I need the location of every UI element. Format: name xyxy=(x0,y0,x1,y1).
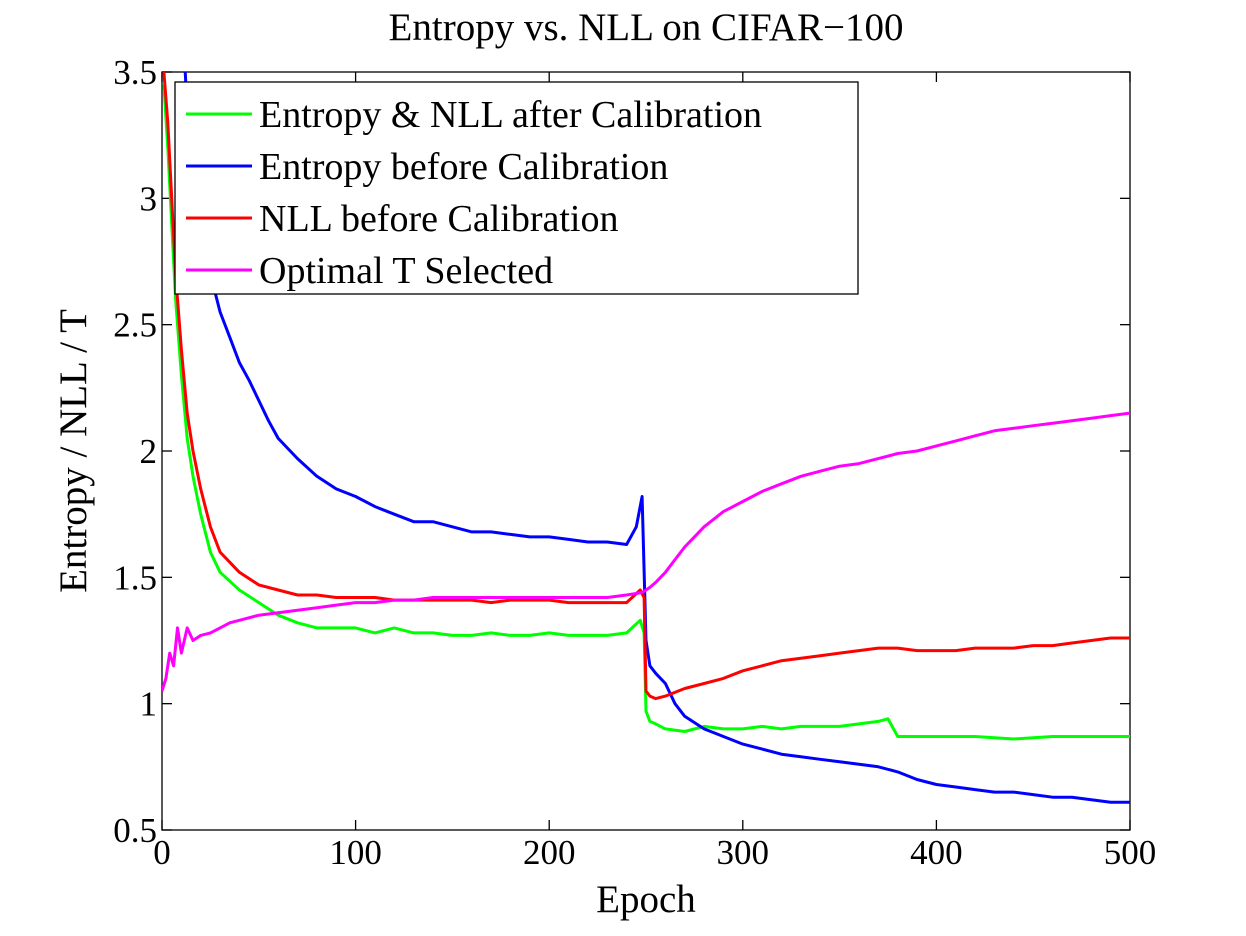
series-line-1 xyxy=(183,72,1130,804)
y-tick-label: 3.5 xyxy=(113,53,157,92)
x-tick-label: 0 xyxy=(153,833,171,872)
x-tick-label: 100 xyxy=(329,833,382,872)
y-tick-label: 2 xyxy=(140,432,158,471)
x-tick-label: 300 xyxy=(717,833,770,872)
y-tick-label: 1.5 xyxy=(113,558,157,597)
y-tick-label: 3 xyxy=(140,179,158,218)
y-tick-label: 2.5 xyxy=(113,306,157,345)
series-line-0 xyxy=(162,84,1130,741)
x-axis-label: Epoch xyxy=(596,878,696,921)
axis-ticks: 0 100 200 300 400 500 0.5 1 1.5 2 2.5 3 3.5 xyxy=(113,53,1156,872)
y-tick-label: 1 xyxy=(140,685,158,724)
x-tick-label: 500 xyxy=(1104,833,1157,872)
y-axis-label: Entropy / NLL / T xyxy=(52,309,95,593)
legend-box xyxy=(174,81,859,295)
x-tick-label: 200 xyxy=(523,833,576,872)
legend-label: NLL before Calibration xyxy=(259,198,618,240)
series-line-2 xyxy=(162,72,1130,701)
legend-label: Entropy & NLL after Calibration xyxy=(259,94,762,136)
series-line-3 xyxy=(162,411,1130,692)
series-lines xyxy=(162,72,1130,804)
legend-label: Optimal T Selected xyxy=(259,250,553,292)
y-tick-label: 0.5 xyxy=(113,811,157,850)
legend-label: Entropy before Calibration xyxy=(259,146,668,188)
chart-title: Entropy vs. NLL on CIFAR−100 xyxy=(389,6,904,49)
legend: Entropy & NLL after Calibration Entropy b… xyxy=(174,81,859,295)
x-tick-label: 400 xyxy=(910,833,963,872)
